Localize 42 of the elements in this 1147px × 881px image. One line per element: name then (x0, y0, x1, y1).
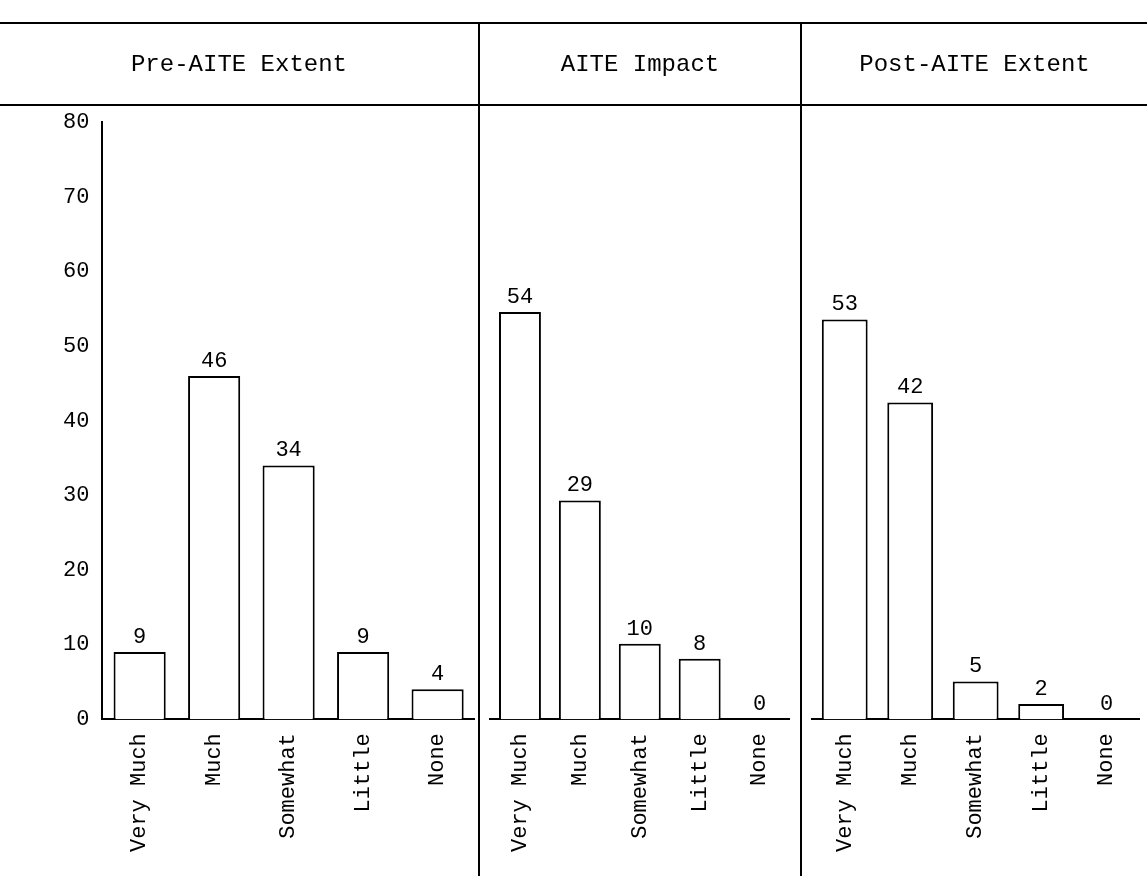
data-label: 29 (566, 473, 594, 499)
chart-title: Post-AITE Extent (802, 24, 1147, 106)
y-tick-label: 40 (63, 408, 90, 434)
data-label: 2 (1034, 676, 1048, 702)
x-tick-label: Somewhat (627, 733, 653, 839)
data-label: 9 (133, 624, 147, 650)
y-tick-label: 20 (63, 557, 90, 583)
x-tick-label: Much (898, 733, 924, 786)
x-tick-label: None (1094, 733, 1120, 786)
x-tick-label: Very Much (832, 733, 858, 853)
y-tick-label: 70 (63, 184, 90, 210)
data-label: 46 (200, 348, 228, 374)
data-label: 10 (626, 616, 653, 642)
y-tick-label: 10 (63, 632, 90, 658)
x-tick-label: Somewhat (963, 733, 989, 839)
data-label: 4 (431, 662, 445, 688)
x-tick-label: Much (201, 733, 227, 786)
x-tick-label: Very Much (127, 733, 153, 853)
x-tick-label: Little (1028, 733, 1054, 813)
data-label: 8 (693, 631, 707, 657)
data-label: 54 (506, 284, 534, 310)
x-tick-label: Somewhat (276, 733, 302, 839)
x-tick-label: Very Much (507, 733, 533, 853)
data-label: 53 (831, 292, 858, 318)
data-label: 42 (897, 375, 924, 401)
y-tick-label: 30 (63, 483, 90, 509)
chart-title: AITE Impact (480, 24, 800, 106)
data-label: 0 (1100, 692, 1114, 718)
x-tick-label: Little (350, 733, 376, 813)
data-label: 34 (275, 438, 302, 464)
data-label: 5 (969, 654, 983, 680)
data-label: 9 (356, 624, 370, 650)
y-tick-label: 50 (63, 333, 90, 359)
y-tick-label: 80 (63, 110, 90, 136)
chart-title: Pre-AITE Extent (0, 24, 478, 106)
y-tick-label: 60 (63, 259, 90, 285)
x-tick-label: Little (687, 733, 713, 813)
y-tick-label: 0 (76, 707, 90, 733)
x-tick-label: None (747, 733, 773, 786)
x-tick-label: Much (567, 733, 593, 786)
x-tick-label: None (425, 733, 451, 786)
data-label: 0 (753, 692, 767, 718)
